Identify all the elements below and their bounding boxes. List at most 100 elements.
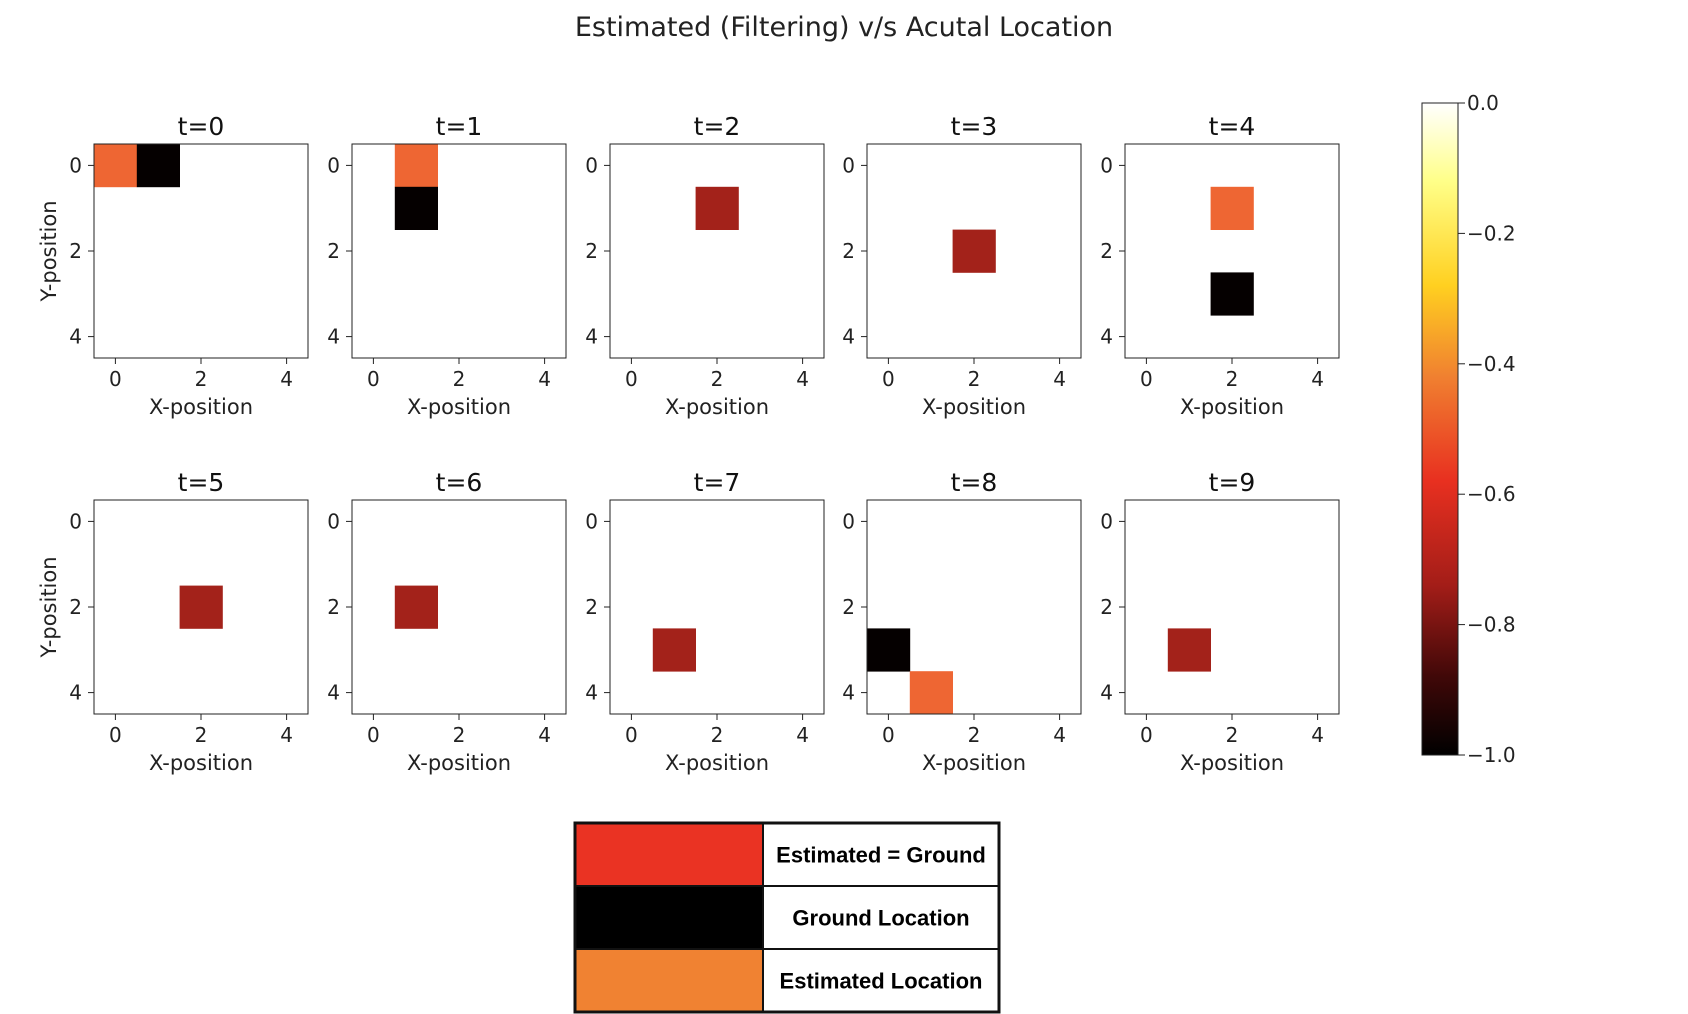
heat-cell (394, 186, 438, 230)
x-axis-label: X-position (665, 395, 769, 419)
panel-title: t=1 (436, 112, 483, 141)
x-tick-label: 0 (625, 723, 638, 747)
panel-title: t=0 (178, 112, 225, 141)
x-axis-label: X-position (407, 395, 511, 419)
legend-cell (762, 822, 1000, 887)
heat-cell (909, 671, 953, 715)
x-tick-label: 0 (1140, 723, 1153, 747)
x-axis-label: X-position (665, 751, 769, 775)
y-tick-label: 0 (585, 509, 598, 533)
heat-cell (94, 144, 138, 188)
panel-5: t=5 0 2 4 0 2 4 X-position Y-position (37, 468, 309, 775)
chart-title: Estimated (Filtering) v/s Acutal Locatio… (575, 12, 1113, 43)
x-axis-label: X-position (922, 751, 1026, 775)
colorbar-tick-label: −0.6 (1467, 482, 1516, 506)
y-tick-label: 2 (842, 239, 855, 263)
x-tick-label: 2 (968, 367, 981, 391)
y-tick-label: 4 (585, 325, 598, 349)
panels-group: t=0 0 2 4 0 2 4 X-position Y-position t=1 0 2 4 0 2 4 X-… (37, 112, 1340, 775)
heat-cell (179, 585, 223, 629)
x-tick-label: 2 (195, 367, 208, 391)
x-tick-label: 0 (882, 367, 895, 391)
panel-7: t=7 0 2 4 0 2 4 X-position (585, 468, 825, 775)
y-tick-label: 4 (1100, 681, 1113, 705)
y-tick-label: 4 (69, 325, 82, 349)
x-tick-label: 0 (109, 723, 122, 747)
x-tick-label: 4 (538, 367, 551, 391)
y-tick-label: 0 (585, 153, 598, 177)
panel-frame (1124, 143, 1340, 359)
panel-6: t=6 0 2 4 0 2 4 X-position (327, 468, 567, 775)
colorbar-tick-label: −0.2 (1467, 221, 1516, 245)
x-tick-label: 4 (796, 367, 809, 391)
legend-swatch (574, 948, 764, 1013)
x-tick-label: 4 (280, 723, 293, 747)
legend-cell (762, 948, 1000, 1013)
colorbar-tick-label: −1.0 (1467, 743, 1516, 767)
y-tick-label: 0 (842, 509, 855, 533)
panel-frame (351, 143, 567, 359)
x-tick-label: 2 (195, 723, 208, 747)
legend-label: Estimated Location (780, 969, 983, 994)
y-tick-label: 0 (327, 153, 340, 177)
panel-2: t=2 0 2 4 0 2 4 X-position (585, 112, 825, 419)
heat-cell (394, 585, 438, 629)
x-tick-label: 2 (968, 723, 981, 747)
panel-frame (351, 499, 567, 715)
colorbar-tick-label: 0.0 (1467, 91, 1499, 115)
x-axis-label: X-position (922, 395, 1026, 419)
heat-cell (652, 628, 696, 672)
panel-title: t=9 (1209, 468, 1256, 497)
y-tick-label: 4 (1100, 325, 1113, 349)
heat-cell (136, 144, 180, 188)
x-axis-label: X-position (407, 751, 511, 775)
x-tick-label: 2 (1226, 723, 1239, 747)
panel-1: t=1 0 2 4 0 2 4 X-position (327, 112, 567, 419)
y-tick-label: 4 (585, 681, 598, 705)
y-tick-label: 0 (842, 153, 855, 177)
x-axis-label: X-position (149, 395, 253, 419)
y-tick-label: 0 (1100, 509, 1113, 533)
x-tick-label: 0 (882, 723, 895, 747)
y-tick-label: 2 (842, 595, 855, 619)
x-tick-label: 4 (1311, 723, 1324, 747)
heat-cell (867, 628, 911, 672)
x-tick-label: 2 (711, 367, 724, 391)
y-tick-label: 2 (1100, 239, 1113, 263)
colorbar: 0.0 −0.2 −0.4 −0.6 −0.8 −1.0 (1421, 91, 1516, 767)
panel-8: t=8 0 2 4 0 2 4 X-position (842, 468, 1082, 775)
y-tick-label: 2 (69, 239, 82, 263)
panel-frame (1124, 499, 1340, 715)
x-tick-label: 4 (538, 723, 551, 747)
heat-cell (952, 229, 996, 273)
panel-title: t=5 (178, 468, 225, 497)
heat-cell (695, 186, 739, 230)
panel-title: t=8 (951, 468, 998, 497)
y-axis-label: Y-position (37, 556, 61, 658)
legend: Estimated = Ground Ground Location Estimat… (573, 821, 1001, 1014)
panel-9: t=9 0 2 4 0 2 4 X-position (1100, 468, 1340, 775)
y-tick-label: 0 (327, 509, 340, 533)
colorbar-tick-label: −0.4 (1467, 352, 1516, 376)
panel-frame (866, 499, 1082, 715)
legend-border (573, 821, 1001, 1014)
heat-cell (394, 144, 438, 188)
x-tick-label: 0 (109, 367, 122, 391)
y-tick-label: 2 (585, 239, 598, 263)
x-tick-label: 2 (453, 367, 466, 391)
x-tick-label: 0 (1140, 367, 1153, 391)
y-tick-label: 2 (327, 595, 340, 619)
y-tick-label: 0 (1100, 153, 1113, 177)
panel-title: t=3 (951, 112, 998, 141)
x-tick-label: 4 (280, 367, 293, 391)
x-tick-label: 2 (711, 723, 724, 747)
y-tick-label: 2 (327, 239, 340, 263)
y-tick-label: 4 (842, 325, 855, 349)
x-axis-label: X-position (1180, 395, 1284, 419)
x-tick-label: 2 (453, 723, 466, 747)
heat-cell (1210, 272, 1254, 316)
legend-swatch (574, 822, 764, 887)
panel-frame (609, 143, 825, 359)
x-tick-label: 0 (367, 723, 380, 747)
